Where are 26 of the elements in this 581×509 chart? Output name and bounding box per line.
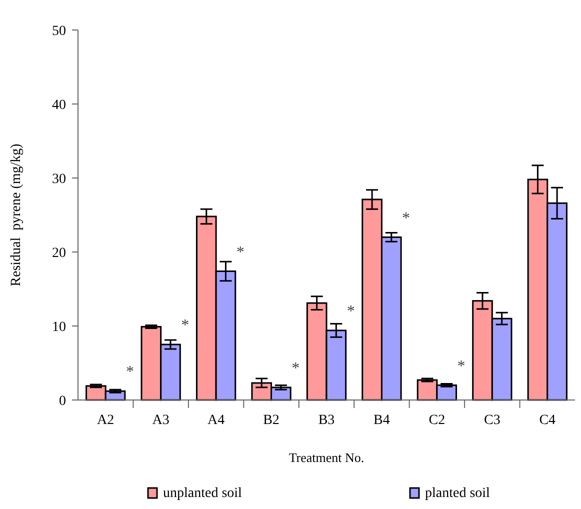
annotation: *: [236, 244, 244, 261]
y-tick-label: 0: [59, 394, 66, 409]
annotation: *: [181, 317, 190, 334]
x-tick-label: B4: [374, 413, 390, 428]
annotation: *: [346, 303, 355, 320]
x-tick-label: C4: [539, 413, 556, 428]
legend-label: unplanted soil: [163, 486, 242, 501]
y-tick-label: 50: [52, 24, 66, 39]
x-tick-label: A4: [207, 413, 225, 428]
x-tick-label: B2: [263, 413, 280, 428]
annotation: *: [126, 364, 134, 381]
y-tick-label: 40: [52, 98, 66, 113]
legend-label: planted soil: [425, 486, 490, 501]
x-tick-label: A2: [97, 413, 114, 428]
y-tick-label: 20: [52, 246, 66, 261]
x-tick-label: B3: [318, 413, 335, 428]
annotation: *: [457, 358, 466, 375]
annotation: *: [402, 210, 410, 227]
x-tick-label: C3: [484, 413, 500, 428]
y-axis-title: Residual pyrene (mg/kg): [9, 143, 24, 286]
annotation: *: [292, 360, 300, 378]
y-tick-label: 30: [52, 172, 66, 187]
y-tick-label: 10: [52, 320, 66, 335]
x-tick-label: A3: [152, 413, 170, 428]
x-axis-title: Treatment No.: [288, 450, 364, 465]
x-tick-label: C2: [428, 413, 446, 428]
